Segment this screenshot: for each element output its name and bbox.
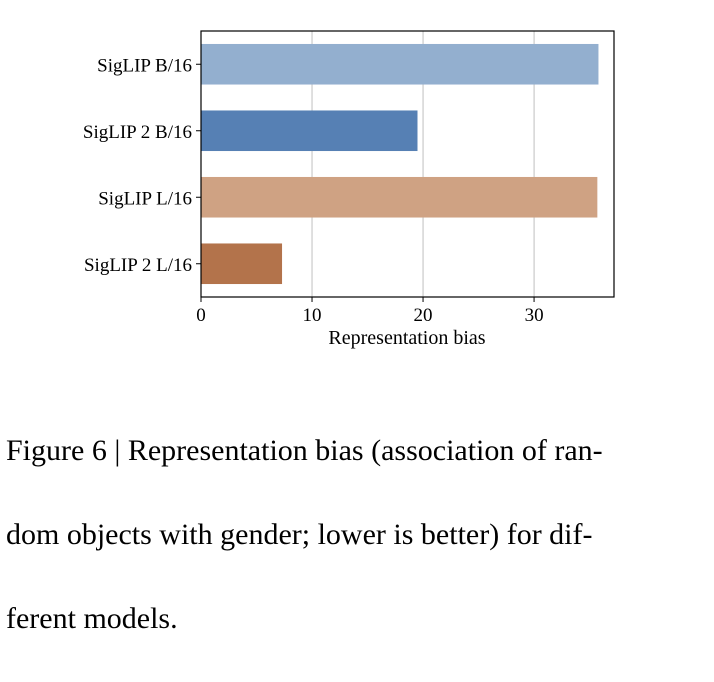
category-label: SigLIP L/16 xyxy=(98,188,192,209)
category-label: SigLIP 2 B/16 xyxy=(83,122,192,143)
x-tick-label: 20 xyxy=(414,305,433,326)
bar-chart: 0 10 20 30 SigLIP B/16 SigLIP 2 B/16 SigLIP L… xyxy=(83,30,615,349)
x-tick-label: 30 xyxy=(525,305,544,326)
x-tick-label: 10 xyxy=(303,305,322,326)
bar xyxy=(201,110,418,152)
x-axis-label: Representation bias xyxy=(328,327,485,349)
y-axis-category-labels: SigLIP B/16 SigLIP 2 B/16 SigLIP L/16 SigLI… xyxy=(83,55,201,276)
x-tick-label: 0 xyxy=(196,305,206,326)
bar xyxy=(201,176,598,218)
caption-line: ferent models. xyxy=(6,602,178,635)
caption-line: Figure 6 | Representation bias (associat… xyxy=(6,434,603,467)
figure-caption: Figure 6 | Representation bias (associat… xyxy=(6,388,706,682)
bar xyxy=(201,243,283,285)
bar xyxy=(201,43,599,85)
category-label: SigLIP B/16 xyxy=(97,55,192,76)
plot-frame xyxy=(200,30,615,298)
category-label: SigLIP 2 L/16 xyxy=(84,255,192,276)
caption-line: dom objects with gender; lower is better… xyxy=(6,518,593,551)
x-axis-ticks: 0 10 20 30 xyxy=(196,297,544,326)
bars xyxy=(201,43,599,285)
